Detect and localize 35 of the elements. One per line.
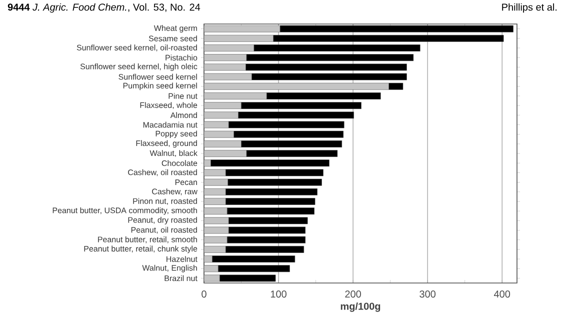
y-tick-label: Chocolate: [162, 160, 198, 166]
y-tick-label: Cashew, oil roasted: [128, 169, 197, 176]
y-tick-label: Peanut, dry roasted: [128, 216, 197, 224]
y-tick-label: Peanut butter, retail, chunk style: [84, 246, 198, 254]
y-tick-label: Almond: [170, 112, 197, 118]
x-tick-label: 100: [270, 290, 286, 298]
x-tick-label: 300: [420, 290, 436, 298]
y-tick-label: Macadamia nut: [143, 122, 198, 128]
x-tick-label: 200: [345, 290, 361, 298]
y-tick-label: Pinon nut, roasted: [133, 198, 197, 205]
y-tick-label: Walnut, black: [150, 150, 198, 157]
y-tick-label: Hazelnut: [166, 256, 198, 262]
y-tick-label: Pumpkin seed kernel: [123, 82, 197, 90]
y-tick-label: Sunflower seed kernel, oil-roasted: [76, 44, 197, 52]
y-tick-label: Cashew, raw: [152, 188, 198, 196]
y-tick-label: Flaxseed, ground: [136, 140, 197, 148]
text: 9444 J. Agric. Food Chem., Vol. 53, No. 24: [8, 3, 200, 13]
x-axis-title: mg/100g: [340, 302, 380, 312]
y-tick-label: Poppy seed: [156, 130, 197, 138]
y-tick-label: Wheat germ: [154, 25, 197, 33]
y-tick-label: Pecan: [175, 179, 197, 186]
y-tick-label: Walnut, English: [142, 264, 197, 272]
y-tick-label: Sunflower seed kernel, high oleic: [80, 63, 198, 71]
y-tick-label: Peanut, oil roasted: [131, 226, 197, 234]
y-tick-label: Sunflower seed kernel: [118, 74, 197, 80]
y-tick-label: Peanut butter, USDA commodity, smooth: [52, 207, 197, 215]
text: Phillips et al.: [502, 3, 557, 13]
y-tick-label: Brazil nut: [164, 275, 198, 282]
y-tick-label: Peanut butter, retail, smooth: [98, 236, 197, 244]
y-tick-label: Pine nut: [168, 92, 198, 99]
y-tick-label: Flaxseed, whole: [140, 102, 198, 109]
x-tick-label: 400: [494, 290, 510, 298]
x-tick-label: 0: [202, 290, 206, 298]
y-tick-label: Sesame seed: [148, 35, 197, 42]
y-tick-label: Pistachio: [166, 54, 198, 61]
